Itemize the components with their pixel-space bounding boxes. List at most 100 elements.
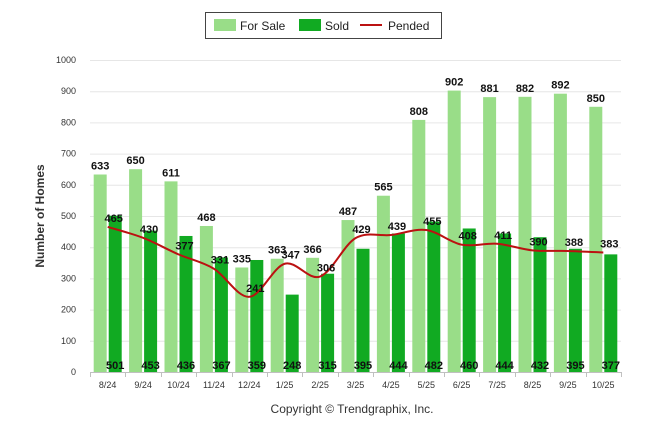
bar-for-sale <box>93 174 107 372</box>
sold-value-label: 395 <box>566 360 584 372</box>
bar-sold <box>391 233 405 372</box>
x-tick-label: 8/25 <box>524 380 542 390</box>
pended-value-label: 388 <box>565 237 583 249</box>
x-tick-label: 6/25 <box>453 380 471 390</box>
y-axis-label: Number of Homes <box>33 164 47 268</box>
bar-sold <box>108 215 122 372</box>
bar-for-sale <box>306 257 320 372</box>
y-tick-label: 200 <box>61 305 76 315</box>
pended-value-label: 383 <box>600 239 618 251</box>
x-tick-label: 4/25 <box>382 380 400 390</box>
bar-for-sale <box>412 119 426 373</box>
bar-sold <box>568 248 582 372</box>
bar-sold <box>604 254 618 372</box>
grid-lines <box>90 60 621 373</box>
bar-sold <box>250 259 264 372</box>
for-sale-value-label: 335 <box>233 253 251 265</box>
for-sale-value-label: 633 <box>91 161 109 173</box>
for-sale-value-label: 565 <box>374 182 392 194</box>
legend-swatch-sold <box>299 19 321 31</box>
for-sale-value-label: 882 <box>516 83 534 95</box>
copyright-text: Copyright © Trendgraphix, Inc. <box>271 402 434 416</box>
y-tick-label: 700 <box>61 149 76 159</box>
sold-value-label: 395 <box>354 360 372 372</box>
x-tick-label: 11/24 <box>203 380 225 390</box>
sold-value-label: 377 <box>602 360 620 372</box>
x-tick-label: 5/25 <box>418 380 436 390</box>
bar-for-sale <box>518 96 532 372</box>
data-labels: 633 501 465 650 453 430 611 436 377 468 367 331 335 3… <box>91 77 620 372</box>
sold-value-label: 315 <box>318 360 336 372</box>
x-tick-label: 9/25 <box>559 380 577 390</box>
bar-sold <box>462 228 476 372</box>
for-sale-value-label: 487 <box>339 206 357 218</box>
y-tick-label: 300 <box>61 273 76 283</box>
sold-value-label: 444 <box>389 360 408 372</box>
bar-sold <box>533 237 547 372</box>
pended-value-label: 390 <box>529 236 547 248</box>
y-tick-label: 800 <box>61 117 76 127</box>
pended-value-label: 465 <box>105 213 123 225</box>
for-sale-value-label: 363 <box>268 245 286 257</box>
x-tick-label: 10/24 <box>167 380 190 390</box>
sold-value-label: 432 <box>531 360 549 372</box>
for-sale-value-label: 881 <box>480 83 498 95</box>
pended-value-label: 455 <box>423 216 441 228</box>
bar-for-sale <box>483 97 497 373</box>
bar-for-sale <box>589 106 603 373</box>
pended-value-label: 306 <box>317 263 335 275</box>
legend[interactable]: For Sale Sold Pended <box>205 12 442 39</box>
bar-for-sale <box>270 258 284 372</box>
legend-swatch-for-sale <box>214 19 236 31</box>
pended-value-label: 331 <box>211 255 229 267</box>
pended-value-label: 411 <box>494 230 512 242</box>
pended-value-label: 377 <box>175 240 193 252</box>
x-tick-label: 8/24 <box>99 380 117 390</box>
bars <box>93 90 618 373</box>
pended-value-label: 429 <box>352 224 370 236</box>
sold-value-label: 482 <box>425 360 443 372</box>
for-sale-value-label: 902 <box>445 77 463 89</box>
pended-value-label: 347 <box>282 250 300 262</box>
bar-sold <box>427 221 441 372</box>
y-tick-label: 600 <box>61 180 76 190</box>
bar-for-sale <box>341 220 355 372</box>
bar-sold <box>498 233 512 372</box>
for-sale-value-label: 850 <box>587 93 605 105</box>
pended-value-label: 408 <box>459 231 477 243</box>
for-sale-value-label: 808 <box>410 106 428 118</box>
bar-sold <box>356 248 370 372</box>
y-tick-label: 1000 <box>56 55 76 65</box>
y-tick-label: 400 <box>61 242 76 252</box>
y-tick-label: 900 <box>61 86 76 96</box>
bar-for-sale <box>447 90 461 373</box>
sold-value-label: 501 <box>106 360 124 372</box>
sold-value-label: 436 <box>177 360 195 372</box>
y-tick-label: 0 <box>71 367 76 377</box>
legend-label-for-sale: For Sale <box>240 19 286 33</box>
bar-for-sale <box>129 169 143 372</box>
y-tick-label: 500 <box>61 211 76 221</box>
bar-sold <box>321 273 335 372</box>
legend-label-sold: Sold <box>325 19 349 33</box>
x-tick-label: 10/25 <box>592 380 615 390</box>
bar-for-sale <box>553 93 567 373</box>
pended-series-line <box>107 225 604 298</box>
axes: 0 100 200 300 400 500 600 700 800 900 1000 8/24 9/24… <box>56 55 622 390</box>
x-tick-label: 3/25 <box>347 380 365 390</box>
for-sale-value-label: 611 <box>162 167 180 179</box>
pended-value-label: 439 <box>388 221 406 233</box>
x-tick-label: 9/24 <box>134 380 152 390</box>
sold-value-label: 444 <box>495 360 514 372</box>
for-sale-value-label: 892 <box>551 80 569 92</box>
x-tick-label: 2/25 <box>311 380 329 390</box>
sold-value-label: 453 <box>141 360 159 372</box>
bar-sold <box>285 294 299 372</box>
pended-line <box>107 225 604 298</box>
sold-value-label: 248 <box>283 360 301 372</box>
sold-value-label: 460 <box>460 360 478 372</box>
bar-sold <box>214 257 228 372</box>
sold-value-label: 367 <box>212 360 230 372</box>
for-sale-value-label: 366 <box>303 244 321 256</box>
